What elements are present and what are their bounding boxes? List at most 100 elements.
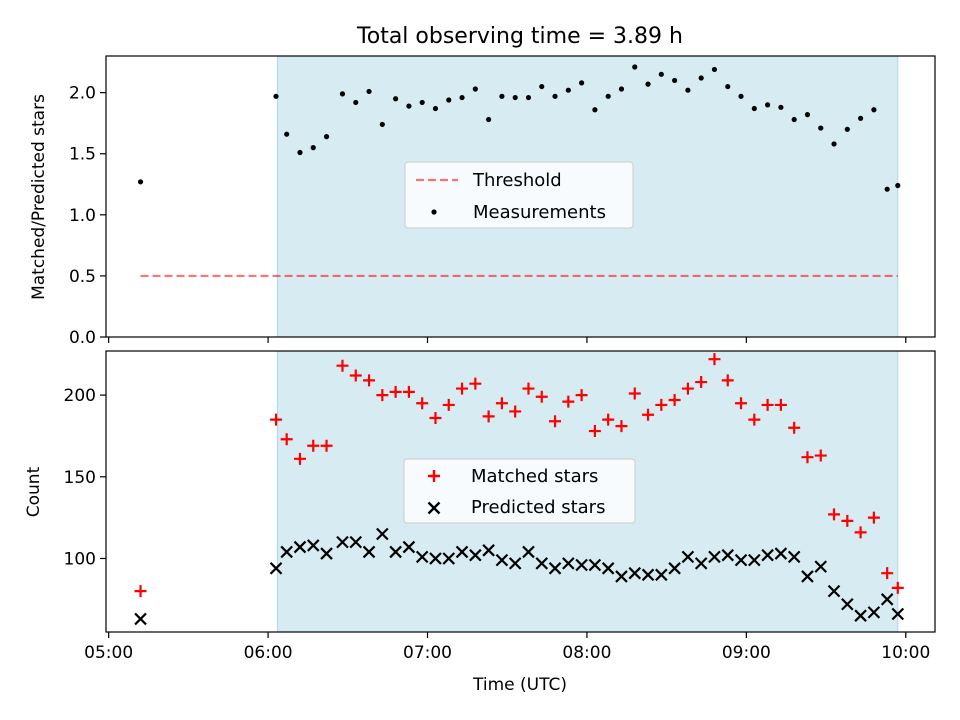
predicted-star-marker xyxy=(774,547,788,560)
matched-star-marker xyxy=(416,397,429,410)
top-axes-frame xyxy=(105,55,936,338)
matched-star-marker xyxy=(854,526,867,539)
matched-star-marker xyxy=(535,390,548,403)
measurement-point xyxy=(419,99,425,106)
matched-star-marker xyxy=(788,421,801,434)
measurement-point xyxy=(618,86,625,92)
legend-predicted-label: Predicted stars xyxy=(471,497,605,518)
bottom-legend: Matched stars Predicted stars xyxy=(403,458,636,524)
top-y-axis: 0.0 0.5 1.0 1.5 2.0 xyxy=(69,84,106,348)
predicted-star-marker xyxy=(548,562,562,575)
predicted-star-marker xyxy=(841,597,854,611)
bottom-x-axis: 05:00 06:00 07:00 08:00 09:00 10:00 xyxy=(84,632,930,663)
bottom-x-tick-label: 06:00 xyxy=(244,643,293,663)
predicted-star-marker xyxy=(761,548,774,562)
predicted-star-marker xyxy=(402,540,416,554)
matched-star-marker xyxy=(495,397,508,410)
top-panel: 0.00.51.01.52.0 Matched/Predicted stars … xyxy=(29,55,936,348)
measurement-point xyxy=(297,149,303,156)
bottom-legend-box xyxy=(403,458,636,524)
legend-measurements-label: Measurements xyxy=(473,202,606,223)
predicted-star-marker xyxy=(880,593,894,606)
matched-star-marker xyxy=(735,397,748,410)
measurement-point xyxy=(432,105,439,112)
matched-star-marker xyxy=(841,514,854,527)
matched-star-marker xyxy=(814,449,827,462)
predicted-star-marker xyxy=(588,558,602,572)
bottom-y-axis: 100 150 200 xyxy=(64,386,106,569)
measurement-point xyxy=(366,88,372,95)
predicted-star-marker xyxy=(508,557,522,570)
predicted-star-marker xyxy=(495,553,509,567)
bottom-x-tick-label: 10:00 xyxy=(881,643,930,663)
measurement-point xyxy=(353,99,359,106)
matched-star-marker xyxy=(774,398,787,411)
measurement-point xyxy=(765,102,771,108)
matched-star-marker xyxy=(349,369,362,382)
matched-star-marker xyxy=(575,389,588,402)
measurement-point xyxy=(751,105,757,112)
bottom-axes-frame xyxy=(105,350,936,633)
measurement-point xyxy=(273,93,279,99)
measurement-point xyxy=(632,64,638,70)
measurement-point xyxy=(486,116,492,123)
matched-star-marker xyxy=(708,353,721,366)
predicted-star-marker xyxy=(429,552,442,565)
figure-title: Total observing time = 3.89 h xyxy=(356,24,683,49)
bottom-x-tick-label: 08:00 xyxy=(562,643,611,663)
matched-star-marker xyxy=(655,398,668,411)
predicted-star-marker xyxy=(280,545,293,559)
predicted-star-marker xyxy=(668,562,681,575)
predicted-star-marker xyxy=(306,539,320,552)
matched-star-marker xyxy=(522,382,535,395)
matched-star-marker xyxy=(801,451,814,464)
measurement-point xyxy=(818,125,824,131)
bottom-y-tick-label: 200 xyxy=(64,386,96,406)
bottom-x-tick-label: 05:00 xyxy=(84,643,133,663)
predicted-star-marker xyxy=(349,535,363,549)
matched-star-marker xyxy=(562,395,575,408)
measurement-point xyxy=(539,83,545,90)
measurement-point xyxy=(499,93,505,99)
bottom-plot-area xyxy=(134,353,905,626)
matched-star-marker xyxy=(602,413,615,426)
predicted-star-marker xyxy=(415,550,429,564)
matched-star-marker xyxy=(469,377,482,390)
measurement-point xyxy=(512,94,518,101)
bottom-x-axis-label: Time (UTC) xyxy=(472,675,567,695)
matched-star-marker xyxy=(363,374,376,387)
measurement-point xyxy=(592,107,598,113)
measurement-point xyxy=(323,134,330,140)
matched-star-marker xyxy=(721,374,734,387)
matched-star-marker xyxy=(336,359,349,372)
legend-matched-swatch xyxy=(428,470,440,482)
predicted-star-marker xyxy=(455,545,469,559)
matched-star-marker xyxy=(891,581,904,594)
predicted-star-marker xyxy=(615,570,628,583)
matched-star-marker xyxy=(615,420,628,433)
predicted-star-marker xyxy=(628,566,642,580)
measurement-point xyxy=(579,80,585,86)
top-y-tick-label: 0.5 xyxy=(69,267,96,287)
matched-star-marker xyxy=(588,425,601,438)
measurement-point xyxy=(605,93,611,99)
measurement-point xyxy=(871,107,877,113)
measurement-point xyxy=(685,87,691,93)
top-y-tick-label: 0.0 xyxy=(69,328,96,348)
predicted-star-marker xyxy=(867,606,881,619)
matched-star-marker xyxy=(681,382,694,395)
predicted-star-marker xyxy=(269,562,283,575)
measurement-point xyxy=(711,66,718,73)
predicted-star-marker xyxy=(562,557,575,570)
measurement-point xyxy=(804,112,811,118)
predicted-star-marker xyxy=(575,558,588,572)
matched-star-marker xyxy=(456,382,469,395)
legend-matched-label: Matched stars xyxy=(471,466,598,487)
measurement-point xyxy=(406,103,412,109)
predicted-star-marker xyxy=(801,570,814,583)
top-y-axis-label: Matched/Predicted stars xyxy=(29,94,49,300)
measurement-point xyxy=(645,81,651,87)
predicted-star-marker xyxy=(522,545,535,559)
matched-star-marker xyxy=(389,385,402,398)
